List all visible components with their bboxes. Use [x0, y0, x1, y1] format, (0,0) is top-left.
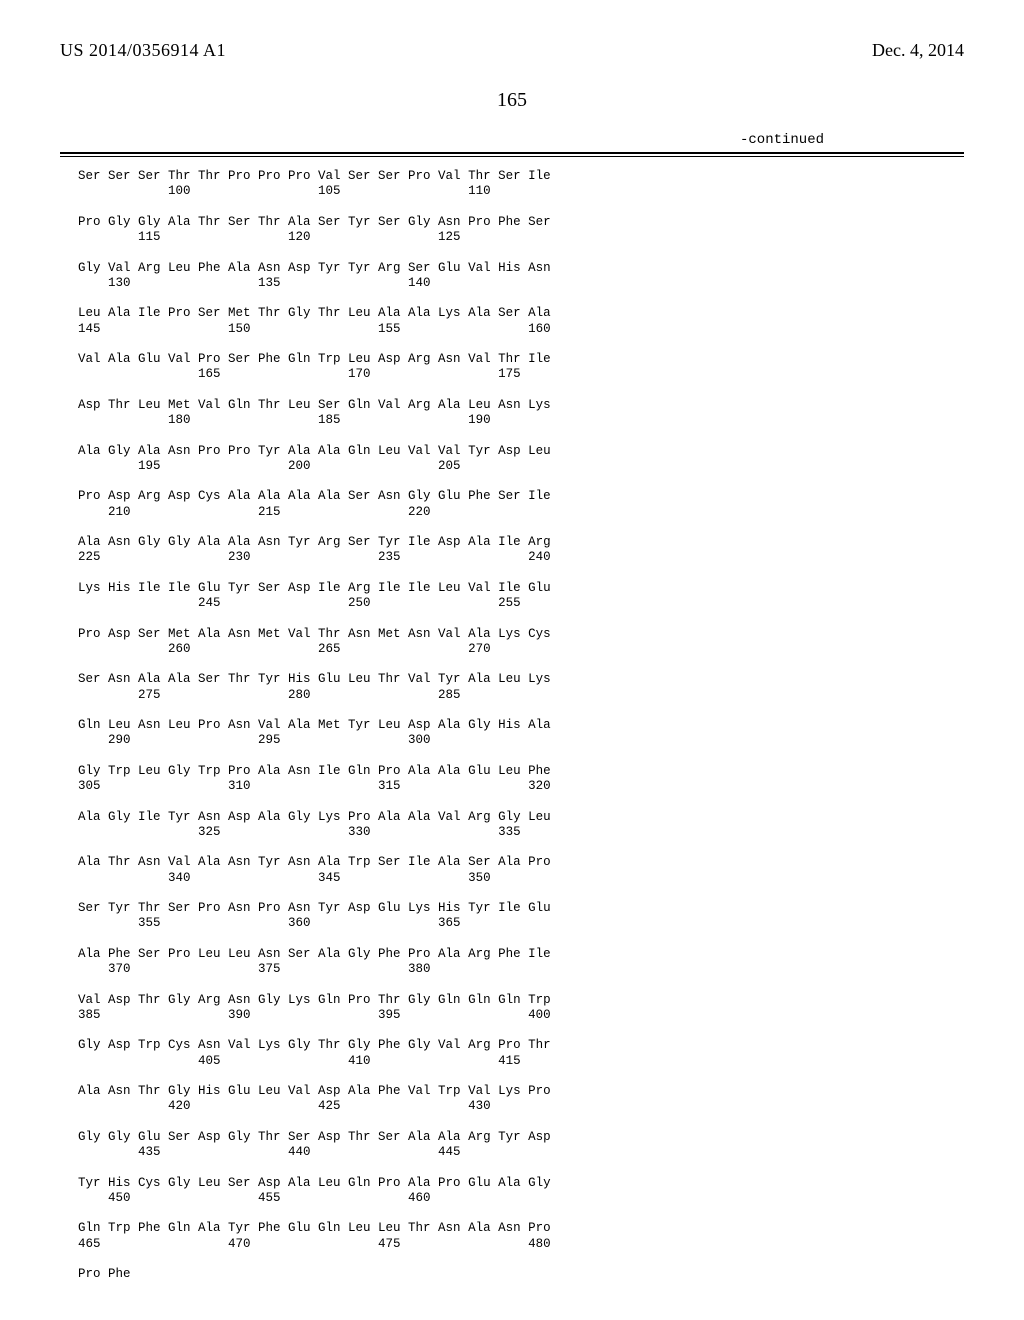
- rule-top-thin: [60, 156, 964, 157]
- rule-top-thick: [60, 152, 964, 154]
- page-number: 165: [60, 89, 964, 112]
- sequence-listing: Ser Ser Ser Thr Thr Pro Pro Pro Val Ser …: [78, 169, 964, 1282]
- continued-label: -continued: [60, 132, 824, 148]
- page-container: US 2014/0356914 A1 Dec. 4, 2014 165 -con…: [0, 0, 1024, 1320]
- publication-number: US 2014/0356914 A1: [60, 40, 226, 61]
- header-row: US 2014/0356914 A1 Dec. 4, 2014: [60, 40, 964, 61]
- publication-date: Dec. 4, 2014: [872, 40, 964, 61]
